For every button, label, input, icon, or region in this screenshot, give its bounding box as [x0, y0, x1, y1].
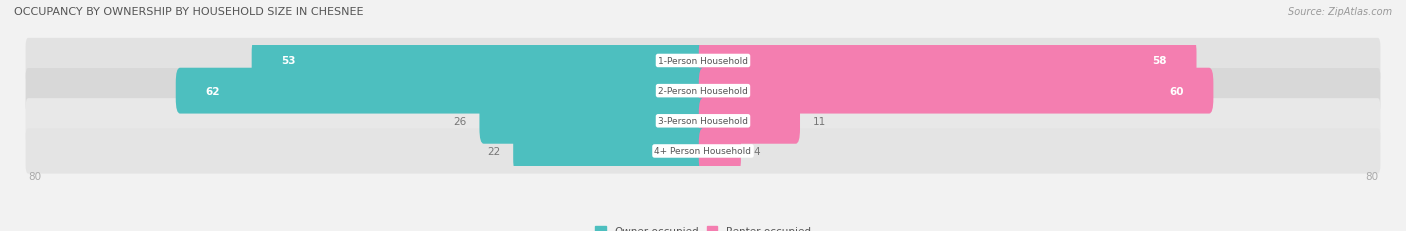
FancyBboxPatch shape: [699, 98, 800, 144]
FancyBboxPatch shape: [699, 128, 741, 174]
Text: 26: 26: [454, 116, 467, 126]
FancyBboxPatch shape: [25, 99, 1381, 144]
Text: 4: 4: [754, 146, 761, 156]
FancyBboxPatch shape: [25, 129, 1381, 174]
FancyBboxPatch shape: [176, 68, 707, 114]
Text: 1-Person Household: 1-Person Household: [658, 57, 748, 66]
FancyBboxPatch shape: [699, 68, 1213, 114]
FancyBboxPatch shape: [252, 38, 707, 84]
Text: 2-Person Household: 2-Person Household: [658, 87, 748, 96]
Text: 62: 62: [205, 86, 219, 96]
Text: OCCUPANCY BY OWNERSHIP BY HOUSEHOLD SIZE IN CHESNEE: OCCUPANCY BY OWNERSHIP BY HOUSEHOLD SIZE…: [14, 7, 364, 17]
FancyBboxPatch shape: [513, 128, 707, 174]
Text: Source: ZipAtlas.com: Source: ZipAtlas.com: [1288, 7, 1392, 17]
Legend: Owner-occupied, Renter-occupied: Owner-occupied, Renter-occupied: [595, 226, 811, 231]
Text: 53: 53: [281, 56, 295, 66]
Text: 11: 11: [813, 116, 825, 126]
Text: 22: 22: [488, 146, 501, 156]
FancyBboxPatch shape: [479, 98, 707, 144]
FancyBboxPatch shape: [25, 69, 1381, 114]
Text: 3-Person Household: 3-Person Household: [658, 117, 748, 126]
Text: 80: 80: [28, 172, 41, 182]
Text: 4+ Person Household: 4+ Person Household: [655, 147, 751, 156]
FancyBboxPatch shape: [25, 39, 1381, 84]
Text: 58: 58: [1153, 56, 1167, 66]
FancyBboxPatch shape: [699, 38, 1197, 84]
Text: 80: 80: [1365, 172, 1378, 182]
Text: 60: 60: [1170, 86, 1184, 96]
